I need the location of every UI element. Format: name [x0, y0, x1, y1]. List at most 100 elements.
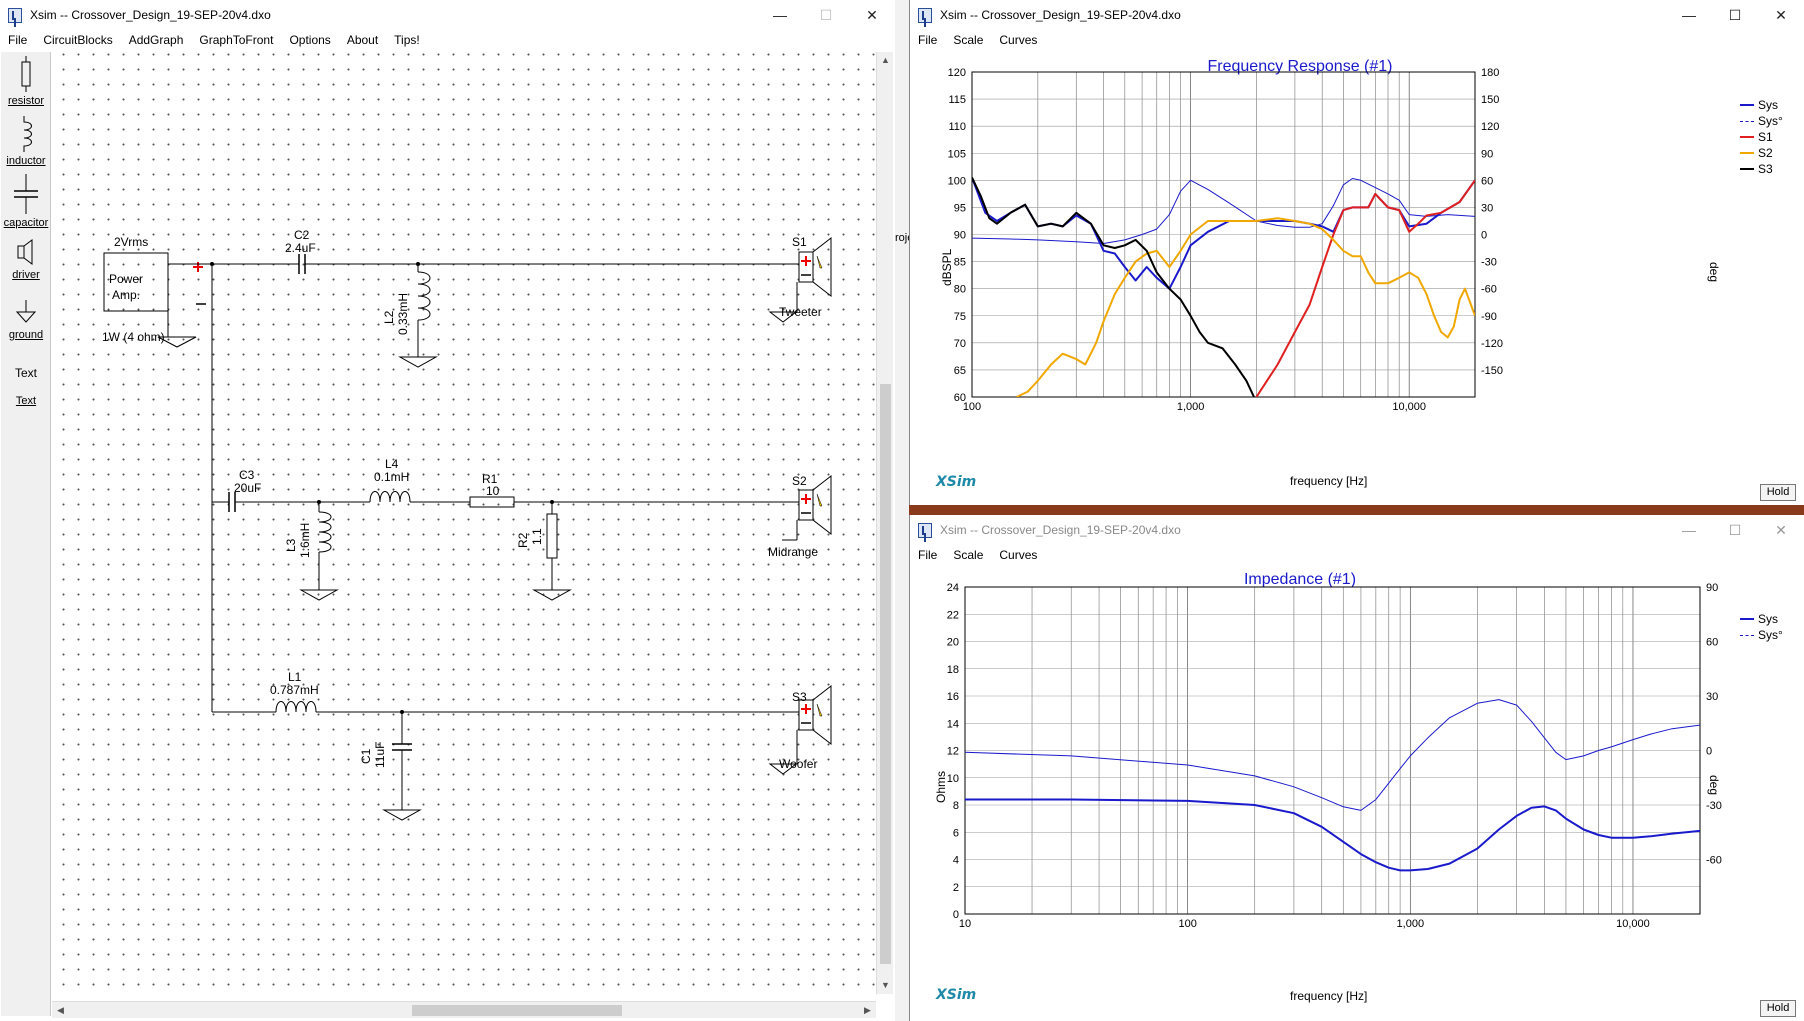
menu-file[interactable]: File — [918, 548, 938, 562]
legend-item-s1: S1 — [1740, 129, 1783, 145]
minimize-icon[interactable]: — — [1682, 522, 1696, 538]
y2-tick-label: -60 — [1706, 855, 1722, 867]
minimize-icon[interactable]: — — [1682, 7, 1696, 23]
tool-ground-label: ground — [8, 329, 44, 341]
scroll-up-icon[interactable]: ▲ — [881, 55, 890, 65]
l3-name: L3 — [284, 538, 298, 552]
amp-power-label: 1W (4 ohm) — [102, 330, 165, 344]
maximize-icon[interactable]: ☐ — [1728, 6, 1742, 23]
menu-scale[interactable]: Scale — [953, 548, 984, 562]
hold-button[interactable]: Hold — [1760, 1000, 1796, 1017]
scroll-left-icon[interactable]: ◀ — [57, 1005, 64, 1015]
tool-driver-label: driver — [12, 269, 40, 281]
close-icon[interactable]: ✕ — [1775, 521, 1787, 538]
menu-curves[interactable]: Curves — [999, 33, 1038, 47]
l3-value: 1.6mH — [298, 522, 312, 558]
close-icon[interactable]: ✕ — [1775, 6, 1787, 23]
y2-tick-label: -150 — [1481, 365, 1503, 377]
menu-circuitblocks[interactable]: CircuitBlocks — [43, 33, 113, 47]
y-tick-label: 105 — [948, 148, 966, 160]
frequency-window-title: Xsim -- Crossover_Design_19-SEP-20v4.dxo — [940, 8, 1181, 22]
impedance-window-controls: — ☐ ✕ — [1666, 515, 1804, 545]
menu-scale[interactable]: Scale — [953, 33, 984, 47]
menu-options[interactable]: Options — [289, 33, 331, 47]
scroll-down-icon[interactable]: ▼ — [881, 980, 890, 990]
impedance-window: Xsim -- Crossover_Design_19-SEP-20v4.dxo… — [909, 515, 1804, 1021]
menu-about[interactable]: About — [346, 33, 379, 47]
y-tick-label: 20 — [947, 637, 959, 649]
frequency-legend: Sys Sys° S1 S2 S3 — [1740, 97, 1783, 177]
y-tick-label: 22 — [947, 609, 959, 621]
tool-resistor[interactable]: resistor — [1, 56, 51, 107]
menu-file[interactable]: File — [918, 33, 938, 47]
xsim-app-icon — [8, 7, 22, 23]
amp-name-line2: Amp. — [112, 288, 141, 302]
y-tick-label: 75 — [954, 311, 966, 323]
l4-name: L4 — [385, 457, 399, 471]
y2-tick-label: -30 — [1706, 800, 1722, 812]
horizontal-scroll-thumb[interactable] — [412, 1005, 622, 1016]
schematic-titlebar[interactable]: Xsim -- Crossover_Design_19-SEP-20v4.dxo… — [0, 0, 895, 30]
y2-tick-label: -90 — [1481, 311, 1497, 323]
y-tick-label: 90 — [954, 230, 966, 242]
y-tick-label: 0 — [953, 909, 959, 921]
tool-driver[interactable]: driver — [1, 238, 51, 281]
schematic-canvas[interactable]: 2Vrms Power Amp. 1W (4 ohm) C2 2.4uF L2 … — [52, 52, 876, 994]
xsim-app-icon — [918, 522, 932, 538]
s1-name: S1 — [792, 235, 807, 249]
scroll-right-icon[interactable]: ▶ — [864, 1005, 871, 1015]
schematic-vertical-scrollbar[interactable]: ▲ ▼ — [876, 52, 893, 994]
y-tick-label: 85 — [954, 257, 966, 269]
series-line-s3 — [972, 177, 1255, 397]
y-tick-label: 60 — [954, 392, 966, 404]
hold-button[interactable]: Hold — [1760, 484, 1796, 501]
l1-value: 0.787mH — [270, 683, 319, 697]
menu-file[interactable]: File — [8, 33, 28, 47]
frequency-window: Xsim -- Crossover_Design_19-SEP-20v4.dxo… — [909, 0, 1804, 505]
tool-inductor-label: inductor — [6, 155, 46, 167]
tool-capacitor[interactable]: capacitor — [1, 174, 51, 229]
background-partial-text: roje — [895, 232, 914, 244]
desktop-gap — [895, 0, 909, 1021]
tool-ground[interactable]: ground — [1, 298, 51, 341]
x-tick-label: 1,000 — [1397, 918, 1425, 930]
y2-tick-label: 60 — [1481, 175, 1493, 187]
menu-graphtofront[interactable]: GraphToFront — [199, 33, 274, 47]
l4-value: 0.1mH — [374, 470, 410, 484]
plot-frame — [964, 586, 1701, 915]
close-icon[interactable]: ✕ — [866, 6, 878, 23]
plot-frame — [971, 71, 1476, 398]
series-line-s1 — [1255, 179, 1475, 397]
legend-item-sys-phase: Sys° — [1740, 627, 1783, 643]
legend-item-sys-phase: Sys° — [1740, 113, 1783, 129]
menu-curves[interactable]: Curves — [999, 548, 1038, 562]
y-tick-label: 70 — [954, 338, 966, 350]
vertical-scroll-thumb[interactable] — [880, 384, 891, 964]
schematic-horizontal-scrollbar[interactable]: ◀ ▶ — [52, 1001, 876, 1018]
maximize-icon[interactable]: ☐ — [1728, 521, 1742, 538]
maximize-icon[interactable]: ☐ — [819, 6, 833, 23]
xsim-logo: XSim — [936, 987, 977, 1003]
frequency-titlebar[interactable]: Xsim -- Crossover_Design_19-SEP-20v4.dxo… — [910, 0, 1804, 30]
menu-tips[interactable]: Tips! — [394, 33, 420, 47]
schematic-menubar: File CircuitBlocks AddGraph GraphToFront… — [0, 30, 895, 50]
text-icon[interactable]: Text — [14, 366, 37, 380]
tool-text-link[interactable]: Text — [15, 395, 37, 407]
power-amp-box — [103, 252, 169, 312]
impedance-titlebar[interactable]: Xsim -- Crossover_Design_19-SEP-20v4.dxo… — [910, 515, 1804, 545]
minimize-icon[interactable]: — — [773, 7, 787, 23]
x-tick-label: 10,000 — [1616, 918, 1650, 930]
inductor-icon — [23, 116, 32, 152]
y-tick-label: 115 — [948, 94, 966, 106]
frequency-response-chart[interactable]: 60 65 70 75 80 85 90 95 100 105 110 115 120 -150 -120 -… — [910, 50, 1804, 505]
frequency-x-axis-label: frequency [Hz] — [1290, 474, 1368, 488]
x-tick-label: 100 — [1178, 918, 1196, 930]
tool-inductor[interactable]: inductor — [1, 116, 51, 167]
legend-item-sys: Sys — [1740, 97, 1783, 113]
y2-tick-label: -30 — [1481, 257, 1497, 269]
window-controls: — ☐ ✕ — [757, 0, 895, 30]
y-tick-label: 18 — [947, 664, 959, 676]
driver-icon — [17, 239, 33, 265]
menu-addgraph[interactable]: AddGraph — [128, 33, 184, 47]
